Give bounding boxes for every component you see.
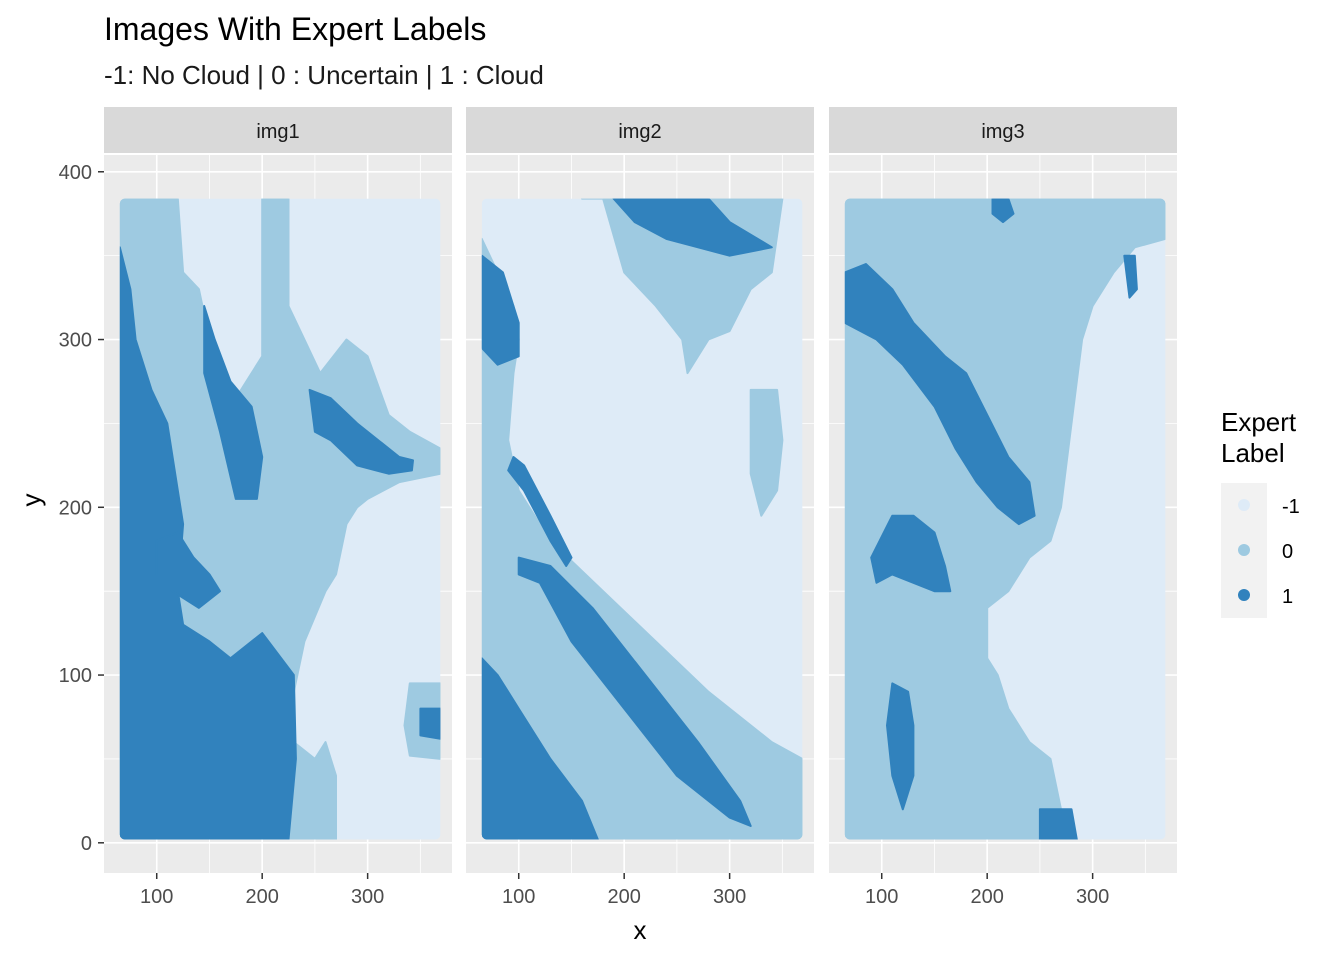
region-cloud-3 bbox=[481, 254, 520, 366]
region-cloud-6 bbox=[517, 556, 752, 827]
region-cloud-2 bbox=[119, 246, 297, 840]
x-tick-label: 200 bbox=[970, 886, 1003, 908]
y-axis: 0 100 200 300 400 bbox=[59, 162, 104, 855]
legend-key-0 bbox=[1238, 544, 1250, 556]
y-axis-title: y bbox=[16, 494, 46, 507]
region-cloud-5 bbox=[991, 198, 1015, 224]
y-tick-label: 100 bbox=[59, 665, 92, 687]
facet-panel-img3: img3 bbox=[829, 107, 1177, 873]
legend-label: 1 bbox=[1282, 586, 1293, 608]
facet-strip bbox=[104, 107, 452, 153]
x-tick-label: 300 bbox=[351, 886, 384, 908]
label-regions-img3 bbox=[844, 198, 1166, 840]
y-tick-label: 0 bbox=[81, 833, 92, 855]
chart-subtitle: -1: No Cloud | 0 : Uncertain | 1 : Cloud bbox=[104, 60, 544, 90]
x-tick-label: 100 bbox=[140, 886, 173, 908]
facet-label-img2: img2 bbox=[618, 121, 661, 143]
legend-title-line: Expert bbox=[1221, 407, 1297, 437]
x-tick-label: 100 bbox=[865, 886, 898, 908]
facet-strip bbox=[829, 107, 1177, 153]
facet-panel-img1: img1 bbox=[104, 107, 452, 873]
region-cloud-4 bbox=[308, 388, 414, 475]
facet-panel-img2: img2 bbox=[466, 107, 814, 873]
region-cloud-5 bbox=[155, 531, 221, 609]
region-cloud-1 bbox=[844, 263, 1036, 526]
label-regions-img1 bbox=[119, 198, 441, 840]
region-cloud-4 bbox=[1038, 808, 1078, 840]
y-tick-label: 300 bbox=[59, 330, 92, 352]
y-tick-label: 200 bbox=[59, 497, 92, 519]
region-cloud-3 bbox=[886, 682, 915, 811]
facet-label-img1: img1 bbox=[256, 121, 299, 143]
facet-strip bbox=[466, 107, 814, 153]
facet-label-img3: img3 bbox=[981, 121, 1024, 143]
region-cloud-3 bbox=[203, 305, 264, 500]
region-cloud-7 bbox=[481, 657, 599, 840]
label-regions-img2 bbox=[481, 198, 803, 840]
region-uncertain-2 bbox=[749, 388, 784, 517]
x-tick-label: 100 bbox=[502, 886, 535, 908]
region-cloud-6 bbox=[419, 707, 441, 740]
x-tick-label: 200 bbox=[245, 886, 278, 908]
region-cloud-6 bbox=[1123, 254, 1138, 299]
y-tick-label: 400 bbox=[59, 162, 92, 184]
region-cloud-2 bbox=[870, 514, 952, 593]
region-cloud-5 bbox=[507, 456, 573, 567]
x-tick-label: 300 bbox=[1076, 886, 1109, 908]
legend-title-line: Label bbox=[1221, 438, 1285, 468]
legend-key--1 bbox=[1238, 499, 1250, 511]
region-cloud-4 bbox=[612, 198, 773, 257]
x-axis-title: x bbox=[634, 915, 647, 945]
chart-title: Images With Expert Labels bbox=[104, 11, 486, 47]
x-tick-label: 200 bbox=[607, 886, 640, 908]
legend-key-1 bbox=[1238, 589, 1250, 601]
legend-label: -1 bbox=[1282, 496, 1300, 518]
facet-panels: img1 img2 img3 bbox=[104, 107, 1177, 873]
legend-label: 0 bbox=[1282, 541, 1293, 563]
x-tick-label: 300 bbox=[713, 886, 746, 908]
x-axis: 100 200 300 100 200 300 100 200 300 bbox=[140, 873, 1109, 908]
